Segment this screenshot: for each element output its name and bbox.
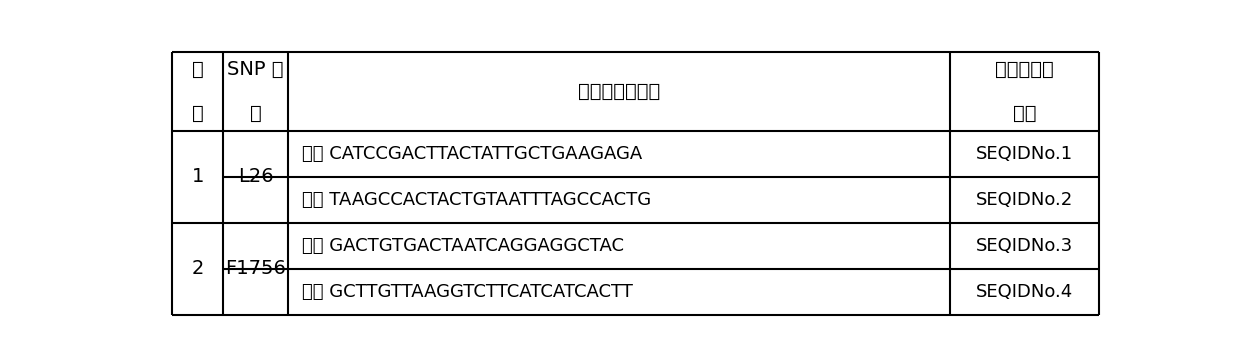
Text: SEQIDNo.2: SEQIDNo.2 [976, 191, 1073, 209]
Text: SEQIDNo.3: SEQIDNo.3 [976, 237, 1073, 255]
Text: 序

号: 序 号 [192, 60, 203, 123]
Text: 下游 GCTTGTTAAGGTCTTCATCATCACTT: 下游 GCTTGTTAAGGTCTTCATCATCACTT [303, 283, 632, 301]
Text: L26: L26 [238, 167, 274, 186]
Text: 上游 CATCCGACTTACTATTGCTGAAGAGA: 上游 CATCCGACTTACTATTGCTGAAGAGA [303, 145, 642, 163]
Text: 扩增引物对序列: 扩增引物对序列 [578, 82, 661, 101]
Text: SEQIDNo.4: SEQIDNo.4 [976, 283, 1073, 301]
Text: 上游 GACTGTGACTAATCAGGAGGCTAC: 上游 GACTGTGACTAATCAGGAGGCTAC [303, 237, 624, 255]
Text: 1: 1 [192, 167, 203, 186]
Text: SEQIDNo.1: SEQIDNo.1 [976, 145, 1073, 163]
Text: F1756: F1756 [226, 259, 286, 278]
Text: 下游 TAAGCCACTACTGTAATTTAGCCACTG: 下游 TAAGCCACTACTGTAATTTAGCCACTG [303, 191, 651, 209]
Text: 2: 2 [192, 259, 203, 278]
Text: 序列表中的

序号: 序列表中的 序号 [996, 60, 1054, 123]
Text: SNP 位

点: SNP 位 点 [227, 60, 284, 123]
